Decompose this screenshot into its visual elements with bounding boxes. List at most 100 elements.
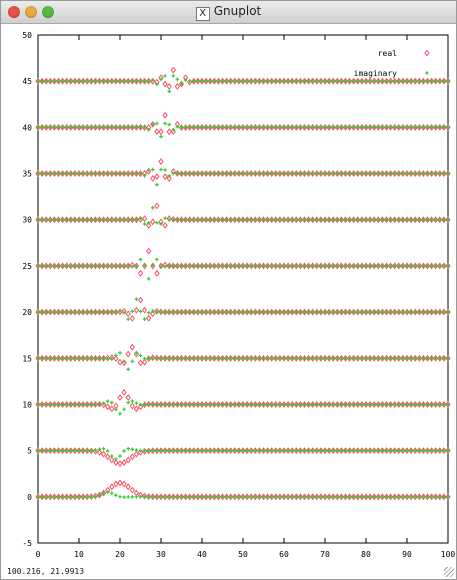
imaginary-point	[372, 264, 376, 268]
real-point	[293, 308, 299, 316]
real-point	[191, 401, 197, 408]
real-point	[334, 170, 340, 177]
imaginary-point	[298, 264, 303, 268]
y-tick-label: 30	[22, 216, 32, 225]
imaginary-point	[138, 402, 143, 407]
real-point	[367, 447, 373, 455]
real-point	[269, 216, 275, 224]
imaginary-point	[77, 125, 81, 130]
imaginary-point	[48, 402, 53, 407]
real-point	[371, 216, 377, 224]
real-point	[420, 123, 427, 131]
real-point	[441, 354, 447, 362]
real-point	[68, 123, 74, 131]
real-point	[105, 123, 111, 131]
real-point	[51, 170, 58, 177]
real-point	[412, 401, 418, 408]
imaginary-point	[417, 217, 422, 222]
real-point	[162, 80, 168, 88]
imaginary-point	[122, 79, 126, 83]
real-point	[396, 401, 402, 408]
imaginary-point	[302, 448, 307, 453]
real-point	[80, 262, 86, 270]
imaginary-point	[384, 171, 389, 176]
imaginary-point	[261, 171, 266, 176]
real-point	[55, 216, 62, 224]
real-point	[215, 170, 222, 177]
real-point	[269, 354, 275, 362]
real-point	[433, 308, 439, 316]
real-point	[191, 262, 197, 270]
imaginary-point	[192, 310, 196, 314]
imaginary-point	[196, 217, 200, 222]
real-point	[113, 170, 119, 177]
imaginary-point	[118, 411, 122, 416]
imaginary-point	[237, 310, 241, 314]
imaginary-point	[233, 125, 237, 130]
imaginary-point	[155, 356, 159, 361]
real-point	[76, 77, 82, 85]
real-point	[92, 77, 99, 85]
imaginary-point	[155, 182, 159, 187]
imaginary-point	[360, 448, 364, 453]
imaginary-point	[171, 171, 176, 176]
imaginary-point	[392, 264, 397, 268]
real-point	[170, 66, 176, 74]
real-point	[137, 448, 144, 456]
imaginary-point	[122, 125, 126, 130]
real-point	[43, 77, 49, 85]
real-point	[277, 401, 283, 408]
resize-grip[interactable]	[444, 567, 454, 577]
imaginary-point	[335, 264, 340, 268]
real-point	[39, 216, 45, 224]
imaginary-point	[138, 448, 143, 453]
real-point	[150, 174, 156, 182]
real-point	[322, 354, 328, 362]
real-point	[211, 447, 217, 455]
imaginary-point	[228, 495, 233, 499]
close-button[interactable]	[8, 6, 20, 18]
real-point	[301, 77, 308, 85]
real-point	[133, 450, 140, 458]
real-point	[326, 308, 332, 316]
real-point	[273, 447, 279, 455]
real-point	[310, 354, 316, 362]
imaginary-point	[228, 125, 233, 130]
real-point	[412, 123, 418, 131]
imaginary-point	[380, 217, 385, 222]
real-point	[121, 123, 127, 131]
real-point	[314, 216, 320, 224]
real-point	[281, 354, 287, 362]
imaginary-point	[151, 448, 155, 453]
real-point	[211, 354, 217, 362]
real-point	[334, 493, 340, 501]
plot-canvas[interactable]: 0 10 20 30 40 50 60 70 80 90 100-50510152025303540…	[1, 23, 456, 565]
title-bar[interactable]: X Gnuplot	[1, 1, 456, 24]
real-point	[166, 174, 172, 182]
imaginary-point	[224, 125, 229, 130]
real-point	[141, 215, 148, 222]
real-point	[146, 221, 152, 229]
real-point	[195, 77, 201, 85]
imaginary-point	[97, 79, 102, 83]
imaginary-point	[233, 264, 237, 268]
real-point	[441, 170, 447, 177]
real-point	[346, 308, 353, 316]
minimize-button[interactable]	[25, 6, 37, 18]
real-point	[297, 493, 304, 501]
imaginary-point	[446, 448, 450, 453]
imaginary-point	[142, 222, 147, 226]
imaginary-point	[286, 217, 290, 222]
zoom-button[interactable]	[42, 6, 54, 18]
imaginary-point	[151, 309, 155, 313]
real-point	[207, 216, 213, 224]
imaginary-point	[323, 264, 327, 268]
imaginary-point	[356, 402, 360, 407]
real-point	[203, 216, 209, 224]
window-title-text: Gnuplot	[213, 4, 262, 18]
imaginary-point	[44, 402, 48, 407]
imaginary-point	[249, 448, 253, 453]
imaginary-point	[36, 171, 40, 176]
imaginary-point	[155, 121, 159, 126]
imaginary-point	[142, 356, 147, 361]
